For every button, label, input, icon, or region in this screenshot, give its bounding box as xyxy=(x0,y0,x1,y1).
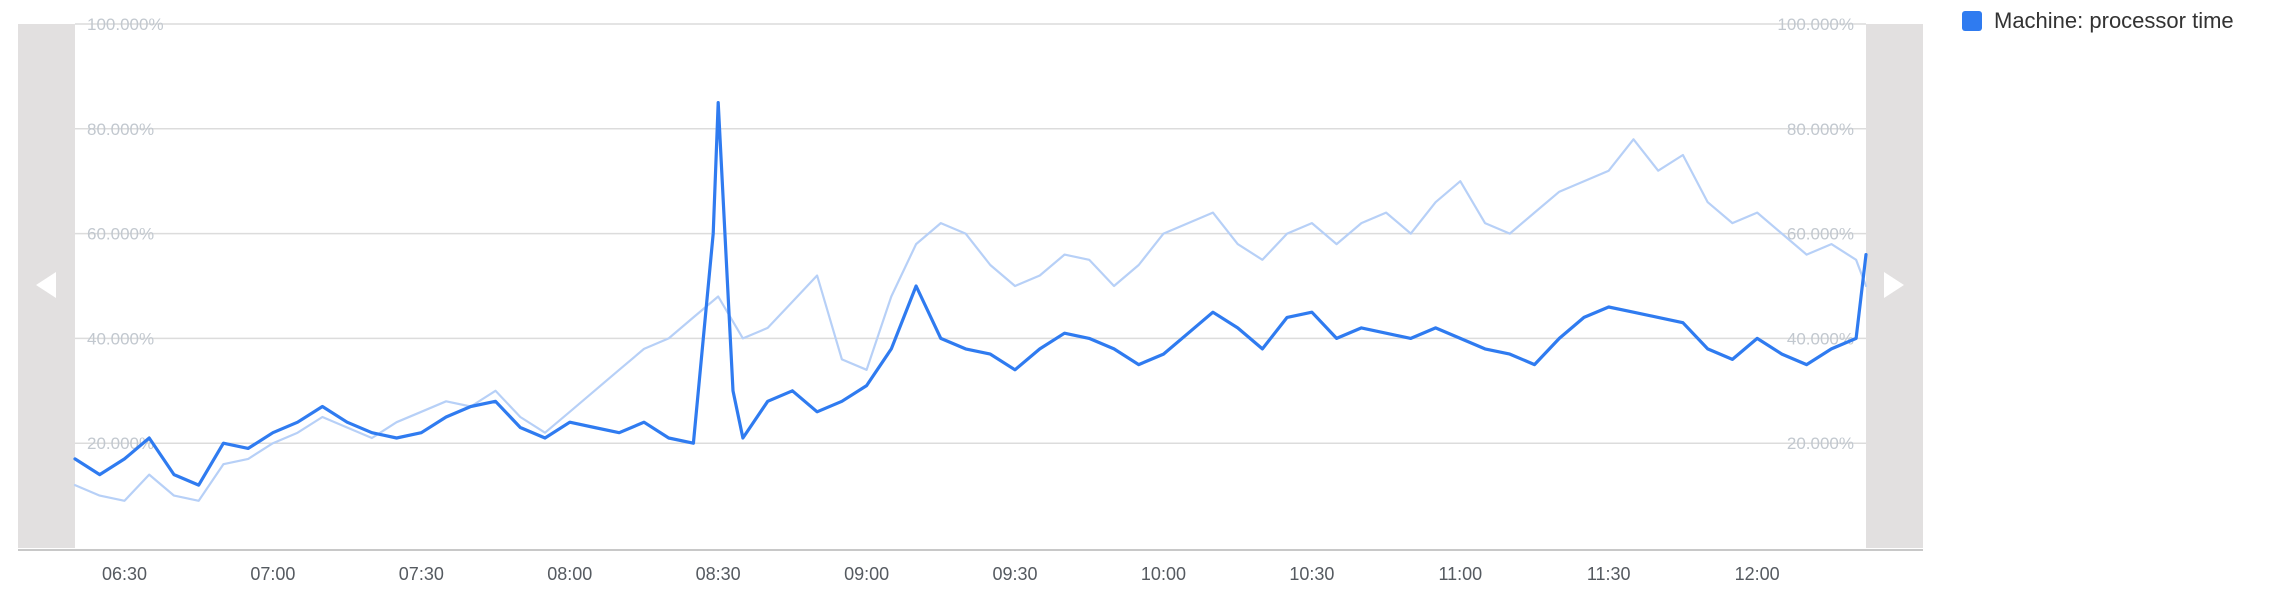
y-axis-left: 20.000%40.000%60.000%80.000%100.000% xyxy=(87,15,164,453)
x-tick: 11:00 xyxy=(1438,564,1482,584)
x-tick: 12:00 xyxy=(1735,564,1780,584)
series-line-secondary xyxy=(73,138,1868,502)
series-line-processor-time xyxy=(73,101,1868,487)
y-tick-right: 20.000% xyxy=(1787,434,1854,453)
x-tick: 09:00 xyxy=(844,564,889,584)
x-tick: 09:30 xyxy=(993,564,1038,584)
legend-label: Machine: processor time xyxy=(1994,8,2234,33)
y-tick-left: 60.000% xyxy=(87,225,154,244)
x-tick: 11:30 xyxy=(1587,564,1631,584)
y-tick-left: 80.000% xyxy=(87,120,154,139)
x-tick: 06:30 xyxy=(102,564,147,584)
y-tick-left: 40.000% xyxy=(87,329,154,348)
y-tick-right: 60.000% xyxy=(1787,225,1854,244)
y-tick-right: 100.000% xyxy=(1777,15,1854,34)
gridlines xyxy=(75,23,1866,444)
x-tick: 10:30 xyxy=(1289,564,1334,584)
legend-swatch xyxy=(1962,11,1982,31)
chevron-right-icon[interactable] xyxy=(1884,272,1904,298)
x-tick: 08:30 xyxy=(696,564,741,584)
y-tick-right: 80.000% xyxy=(1787,120,1854,139)
x-tick: 08:00 xyxy=(547,564,592,584)
y-tick-left: 100.000% xyxy=(87,15,164,34)
series-layer xyxy=(73,101,1868,502)
chevron-left-icon[interactable] xyxy=(36,272,56,298)
side-panel-left[interactable] xyxy=(18,24,75,548)
side-panel-right[interactable] xyxy=(1866,24,1923,548)
x-tick: 07:00 xyxy=(250,564,295,584)
x-tick: 07:30 xyxy=(399,564,444,584)
x-axis: 06:30 07:00 07:30 08:00 08:30 09:00 09:30 10:00… xyxy=(102,564,1780,584)
y-tick-right: 40.000% xyxy=(1787,329,1854,348)
x-tick: 10:00 xyxy=(1141,564,1186,584)
legend: Machine: processor time xyxy=(1962,8,2234,34)
chart: 20.000% 40.000% 60.000% 80.000% 100.000% 20.… xyxy=(18,15,1923,584)
y-axis-right: 20.000% 40.000% 60.000% 80.000% 100.000% xyxy=(1777,15,1854,453)
